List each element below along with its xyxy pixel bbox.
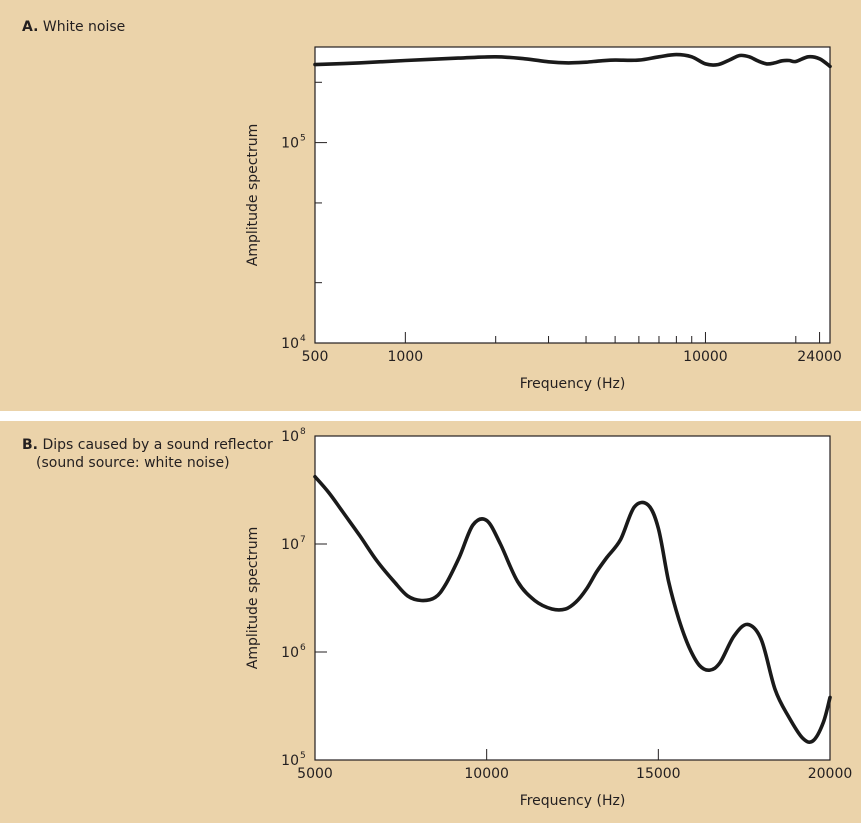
chart-b-y-tick-exponent: 5 [300,751,306,761]
chart-a-y-tick-label: 10 [281,336,299,352]
chart-a-x-axis-label: Frequency (Hz) [520,376,626,392]
panel-b-heading: B. Dips caused by a sound reflector (sou… [22,436,273,472]
panel-a-heading: A. White noise [22,18,125,36]
chart-b-x-tick-label: 20000 [808,766,853,782]
chart-b-y-tick-label: 10 [281,537,299,553]
chart-b-plot-area [314,435,831,761]
chart-a-plot-area [314,46,831,344]
chart-b-y-tick-exponent: 8 [300,427,306,437]
chart-b-y-axis-label: Amplitude spectrum [245,527,261,669]
chart-a-y-tick-label: 10 [281,136,299,152]
chart-a-y-tick-exponent: 5 [300,134,306,144]
chart-b-y-tick-exponent: 7 [300,535,306,545]
chart-b-x-tick-label: 15000 [636,766,681,782]
chart-b-y-tick-label: 10 [281,645,299,661]
panel-a: A. White noise 500 1000 10000 24000 10 5 10 4 Fr… [0,0,861,411]
chart-b-x-tick-label: 10000 [464,766,509,782]
panel-b-title: Dips caused by a sound reflector [42,437,273,453]
chart-a-x-tick-label: 10000 [683,349,728,365]
chart-b-series-line [313,474,832,744]
chart-b-y-tick-exponent: 6 [300,643,306,653]
chart-a-x-tick-label: 500 [302,349,329,365]
chart-b-y-tick-label: 10 [281,753,299,769]
chart-b-x-axis-label: Frequency (Hz) [520,793,626,809]
panel-b: B. Dips caused by a sound reflector (sou… [0,421,861,823]
chart-b-x-tick-label: 5000 [297,766,333,782]
chart-a-y-tick-exponent: 4 [300,334,306,344]
panel-b-subtitle: (sound source: white noise) [36,455,230,471]
chart-a-series-line [313,52,832,69]
panel-a-letter: A. [22,19,39,35]
chart-a-x-tick-label: 1000 [388,349,424,365]
chart-a-y-axis-label: Amplitude spectrum [245,124,261,266]
panel-a-title: White noise [42,19,126,35]
chart-b-y-tick-label: 10 [281,429,299,445]
panel-b-letter: B. [22,437,38,453]
chart-a-x-tick-label: 24000 [797,349,842,365]
